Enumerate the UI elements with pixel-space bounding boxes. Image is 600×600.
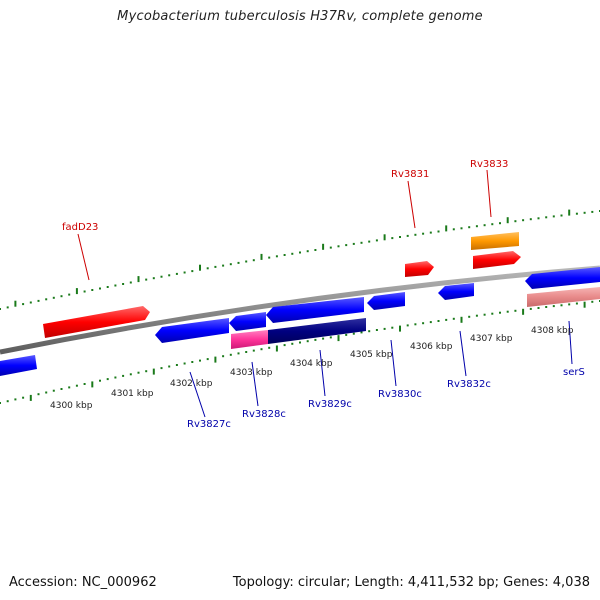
gene-label-Rv3833[interactable]: Rv3833 <box>470 159 508 170</box>
inner-tick-track <box>0 300 600 404</box>
feature-orange[interactable] <box>471 232 519 250</box>
genome-summary-text: Topology: circular; Length: 4,411,532 bp… <box>232 575 590 590</box>
leader-line-Rv3831 <box>407 180 416 229</box>
leader-line-Rv3827c <box>189 371 206 418</box>
genome-backbone <box>0 265 600 355</box>
leader-line-Rv3833 <box>486 169 492 218</box>
scale-label-4307: 4307 kbp <box>470 334 513 344</box>
scale-label-4305: 4305 kbp <box>350 350 393 360</box>
gene-Rv3831[interactable] <box>405 261 434 277</box>
gene-Rv3830c[interactable] <box>367 292 405 310</box>
gene-label-Rv3830c[interactable]: Rv3830c <box>378 389 422 400</box>
feature-rna-serS[interactable] <box>527 287 600 307</box>
accession-text: Accession: NC_000962 <box>9 575 157 590</box>
scale-label-4308: 4308 kbp <box>531 326 574 336</box>
gene-Rv3833[interactable] <box>473 251 521 269</box>
gene-label-Rv3829c[interactable]: Rv3829c <box>308 399 352 410</box>
scale-label-4304: 4304 kbp <box>290 359 333 369</box>
gene-Rv3828c[interactable] <box>229 312 266 331</box>
gene-Rv3832c[interactable] <box>438 283 474 300</box>
leader-line-fadD23 <box>77 233 90 281</box>
gene-serS[interactable] <box>525 267 600 289</box>
gene-label-Rv3827c[interactable]: Rv3827c <box>187 419 231 430</box>
leader-line-Rv3829c <box>319 349 326 397</box>
feature-pink[interactable] <box>231 330 268 349</box>
scale-label-4306: 4306 kbp <box>410 342 453 352</box>
outer-tick-track <box>0 209 600 310</box>
feature-navy[interactable] <box>268 318 366 344</box>
gene-label-Rv3828c[interactable]: Rv3828c <box>242 409 286 420</box>
leader-line-serS <box>568 320 573 365</box>
gene-reverse-left-edge[interactable] <box>0 355 37 376</box>
gene-fadD23[interactable] <box>43 306 150 338</box>
gene-label-Rv3832c[interactable]: Rv3832c <box>447 379 491 390</box>
leader-line-Rv3830c <box>390 339 397 387</box>
gene-Rv3829c[interactable] <box>266 297 364 323</box>
scale-label-4300: 4300 kbp <box>50 401 93 411</box>
scale-label-4301: 4301 kbp <box>111 389 154 399</box>
leader-line-Rv3832c <box>459 330 467 377</box>
gene-Rv3827c[interactable] <box>155 318 229 343</box>
scale-label-4303: 4303 kbp <box>230 368 273 378</box>
gene-label-serS[interactable]: serS <box>563 367 585 378</box>
genome-title: Mycobacterium tuberculosis H37Rv, comple… <box>117 9 483 24</box>
gene-label-Rv3831[interactable]: Rv3831 <box>391 169 429 180</box>
gene-label-fadD23[interactable]: fadD23 <box>62 222 98 233</box>
leader-line-Rv3828c <box>251 361 259 407</box>
scale-label-4302: 4302 kbp <box>170 379 213 389</box>
